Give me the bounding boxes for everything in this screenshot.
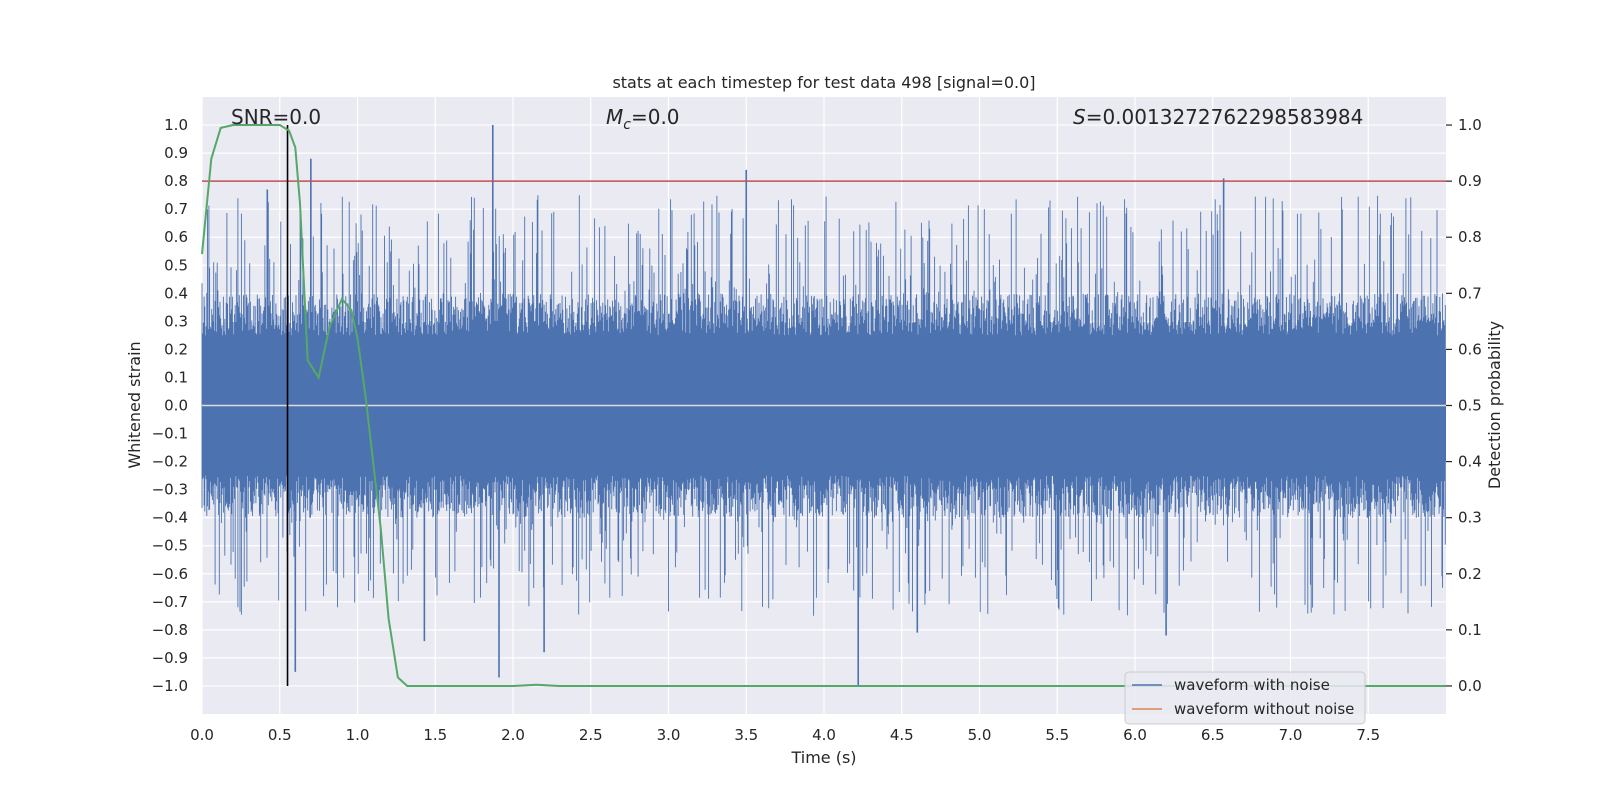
y-tick-label: 0.0 bbox=[164, 397, 188, 415]
detection-probability-series bbox=[201, 124, 1446, 687]
y-tick-label: 0.3 bbox=[164, 312, 188, 330]
chart-title: stats at each timestep for test data 498… bbox=[612, 73, 1035, 92]
y-tick-label: −0.4 bbox=[152, 509, 188, 527]
s-statistic-value: =0.0013272762298583984 bbox=[1086, 105, 1364, 129]
y-right-tick-label: 0.7 bbox=[1458, 284, 1482, 302]
x-tick-label: 6.0 bbox=[1123, 726, 1147, 744]
x-tick-label: 3.5 bbox=[734, 726, 758, 744]
x-tick-label: 2.0 bbox=[501, 726, 525, 744]
x-tick-label: 0.0 bbox=[190, 726, 214, 744]
y-tick-label: 0.2 bbox=[164, 340, 188, 358]
s-statistic-annotation: S=0.0013272762298583984 bbox=[1073, 105, 1363, 129]
y-right-tick-label: 1.0 bbox=[1458, 116, 1482, 134]
y-right-tick-label: 0.5 bbox=[1458, 397, 1482, 415]
y-tick-label: 0.7 bbox=[164, 200, 188, 218]
x-tick-label: 7.5 bbox=[1356, 726, 1380, 744]
y-tick-label: −0.7 bbox=[152, 593, 188, 611]
y-tick-label: 0.1 bbox=[164, 368, 188, 386]
y-tick-label: −0.3 bbox=[152, 481, 188, 499]
y-tick-label: 0.9 bbox=[164, 144, 188, 162]
chirp-mass-subscript: c bbox=[623, 117, 631, 133]
s-statistic-symbol: S bbox=[1073, 105, 1086, 129]
y-axis-label-left: Whitened strain bbox=[125, 341, 144, 468]
y-tick-label: −0.8 bbox=[152, 621, 188, 639]
x-tick-label: 1.0 bbox=[346, 726, 370, 744]
y-tick-label: −0.1 bbox=[152, 425, 188, 443]
detection-probability-line bbox=[201, 124, 1446, 687]
x-tick-label: 2.5 bbox=[579, 726, 603, 744]
y-right-tick-label: 0.1 bbox=[1458, 621, 1482, 639]
y-tick-label: 0.6 bbox=[164, 228, 188, 246]
y-right-tick-label: 0.9 bbox=[1458, 172, 1482, 190]
x-axis-label: Time (s) bbox=[790, 748, 856, 767]
y-tick-label: 1.0 bbox=[164, 116, 188, 134]
y-tick-label: −1.0 bbox=[152, 677, 188, 695]
y-tick-label: −0.2 bbox=[152, 453, 188, 471]
x-tick-label: 3.0 bbox=[657, 726, 681, 744]
y-axis-label-right: Detection probability bbox=[1485, 321, 1504, 489]
noise-trace bbox=[201, 195, 1446, 616]
x-tick-labels: 0.0 0.5 1.0 1.5 2.0 2.5 3.0 3.5 4.0 4.5 5.0 5.5 6.0 6… bbox=[190, 726, 1380, 744]
snr-annotation: SNR=0.0 bbox=[231, 105, 321, 129]
y-right-tick-label: 0.0 bbox=[1458, 677, 1482, 695]
chirp-mass-value: =0.0 bbox=[631, 105, 680, 129]
x-tick-label: 5.5 bbox=[1045, 726, 1069, 744]
y-tick-label: −0.9 bbox=[152, 649, 188, 667]
y-tick-labels-left: 1.0 0.9 0.8 0.7 0.6 0.5 0.4 0.3 0.2 0.1 0.0 −0.1 −0.… bbox=[152, 116, 188, 695]
x-tick-label: 4.5 bbox=[890, 726, 914, 744]
y-tick-labels-right: 1.0 0.9 0.8 0.7 0.6 0.5 0.4 0.3 0.2 0.1 0.0 bbox=[1446, 116, 1482, 695]
y-right-tick-label: 0.4 bbox=[1458, 453, 1482, 471]
y-tick-label: −0.5 bbox=[152, 537, 188, 555]
y-tick-label: 0.4 bbox=[164, 284, 188, 302]
legend: waveform with noise waveform without noi… bbox=[1124, 671, 1366, 725]
y-tick-label: 0.8 bbox=[164, 172, 188, 190]
y-right-tick-label: 0.6 bbox=[1458, 340, 1482, 358]
y-right-tick-label: 0.8 bbox=[1458, 228, 1482, 246]
legend-label-clean: waveform without noise bbox=[1174, 700, 1354, 718]
legend-label-noise: waveform with noise bbox=[1174, 676, 1330, 694]
chirp-mass-annotation: Mc=0.0 bbox=[606, 105, 680, 133]
y-right-tick-label: 0.2 bbox=[1458, 565, 1482, 583]
chirp-mass-symbol: M bbox=[606, 105, 623, 129]
y-right-tick-label: 0.3 bbox=[1458, 509, 1482, 527]
x-tick-label: 7.0 bbox=[1279, 726, 1303, 744]
legend-box bbox=[1124, 671, 1366, 725]
y-tick-label: −0.6 bbox=[152, 565, 188, 583]
x-tick-label: 4.0 bbox=[812, 726, 836, 744]
x-tick-label: 1.5 bbox=[423, 726, 447, 744]
x-tick-label: 6.5 bbox=[1201, 726, 1225, 744]
y-tick-label: 0.5 bbox=[164, 256, 188, 274]
x-tick-label: 5.0 bbox=[968, 726, 992, 744]
x-tick-label: 0.5 bbox=[268, 726, 292, 744]
